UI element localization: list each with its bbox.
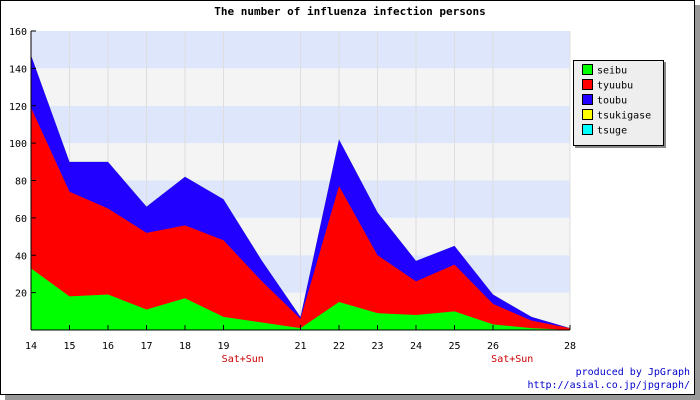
legend-item-toubu: toubu bbox=[582, 94, 628, 107]
x-tick-label: 22 bbox=[333, 341, 345, 352]
chart-title: The number of influenza infection person… bbox=[214, 5, 486, 18]
legend-item-tsuge: tsuge bbox=[582, 124, 628, 137]
legend-label: seibu bbox=[597, 65, 628, 77]
legend-item-tsukigase: tsukigase bbox=[582, 109, 652, 122]
x-tick-label: 28 bbox=[564, 341, 576, 352]
y-tick-label: 120 bbox=[9, 102, 27, 113]
legend-swatch bbox=[582, 64, 593, 75]
legend-label: toubu bbox=[597, 95, 628, 107]
x-tick-label: 21 bbox=[294, 341, 306, 352]
y-tick-label: 80 bbox=[15, 177, 27, 188]
weekend-annotation: Sat+Sun bbox=[491, 354, 533, 365]
weekend-annotation: Sat+Sun bbox=[222, 354, 264, 365]
y-tick-label: 140 bbox=[9, 64, 27, 75]
x-tick-label: 16 bbox=[102, 341, 114, 352]
x-tick-label: 15 bbox=[63, 341, 75, 352]
y-tick-label: 100 bbox=[9, 139, 27, 150]
x-tick-label: 26 bbox=[487, 341, 499, 352]
y-tick-label: 160 bbox=[9, 27, 27, 38]
y-tick-label: 60 bbox=[15, 214, 27, 225]
legend-swatch bbox=[582, 109, 593, 120]
credit-url[interactable]: http://asial.co.jp/jpgraph/ bbox=[527, 380, 690, 391]
legend-item-tyuubu: tyuubu bbox=[582, 79, 634, 92]
x-tick-label: 19 bbox=[217, 341, 229, 352]
legend-label: tsukigase bbox=[597, 110, 652, 122]
y-tick-label: 40 bbox=[15, 251, 27, 262]
area-tyuubu bbox=[31, 107, 570, 331]
legend-item-seibu: seibu bbox=[582, 64, 628, 77]
x-tick-label: 23 bbox=[371, 341, 383, 352]
legend: seibu tyuubu toubu tsukigase tsuge bbox=[573, 60, 664, 146]
legend-swatch bbox=[582, 94, 593, 105]
x-tick-label: 25 bbox=[448, 341, 460, 352]
x-tick-label: 18 bbox=[179, 341, 191, 352]
x-tick-label: 17 bbox=[140, 341, 152, 352]
legend-swatch bbox=[582, 79, 593, 90]
x-tick-label: 14 bbox=[25, 341, 37, 352]
y-tick-label: 20 bbox=[15, 289, 27, 300]
legend-label: tsuge bbox=[597, 125, 628, 137]
x-tick-label: 24 bbox=[410, 341, 422, 352]
credit-producer: produced by JpGraph bbox=[575, 367, 690, 378]
area-seibu bbox=[31, 268, 570, 330]
legend-label: tyuubu bbox=[597, 80, 634, 92]
legend-swatch bbox=[582, 124, 593, 135]
